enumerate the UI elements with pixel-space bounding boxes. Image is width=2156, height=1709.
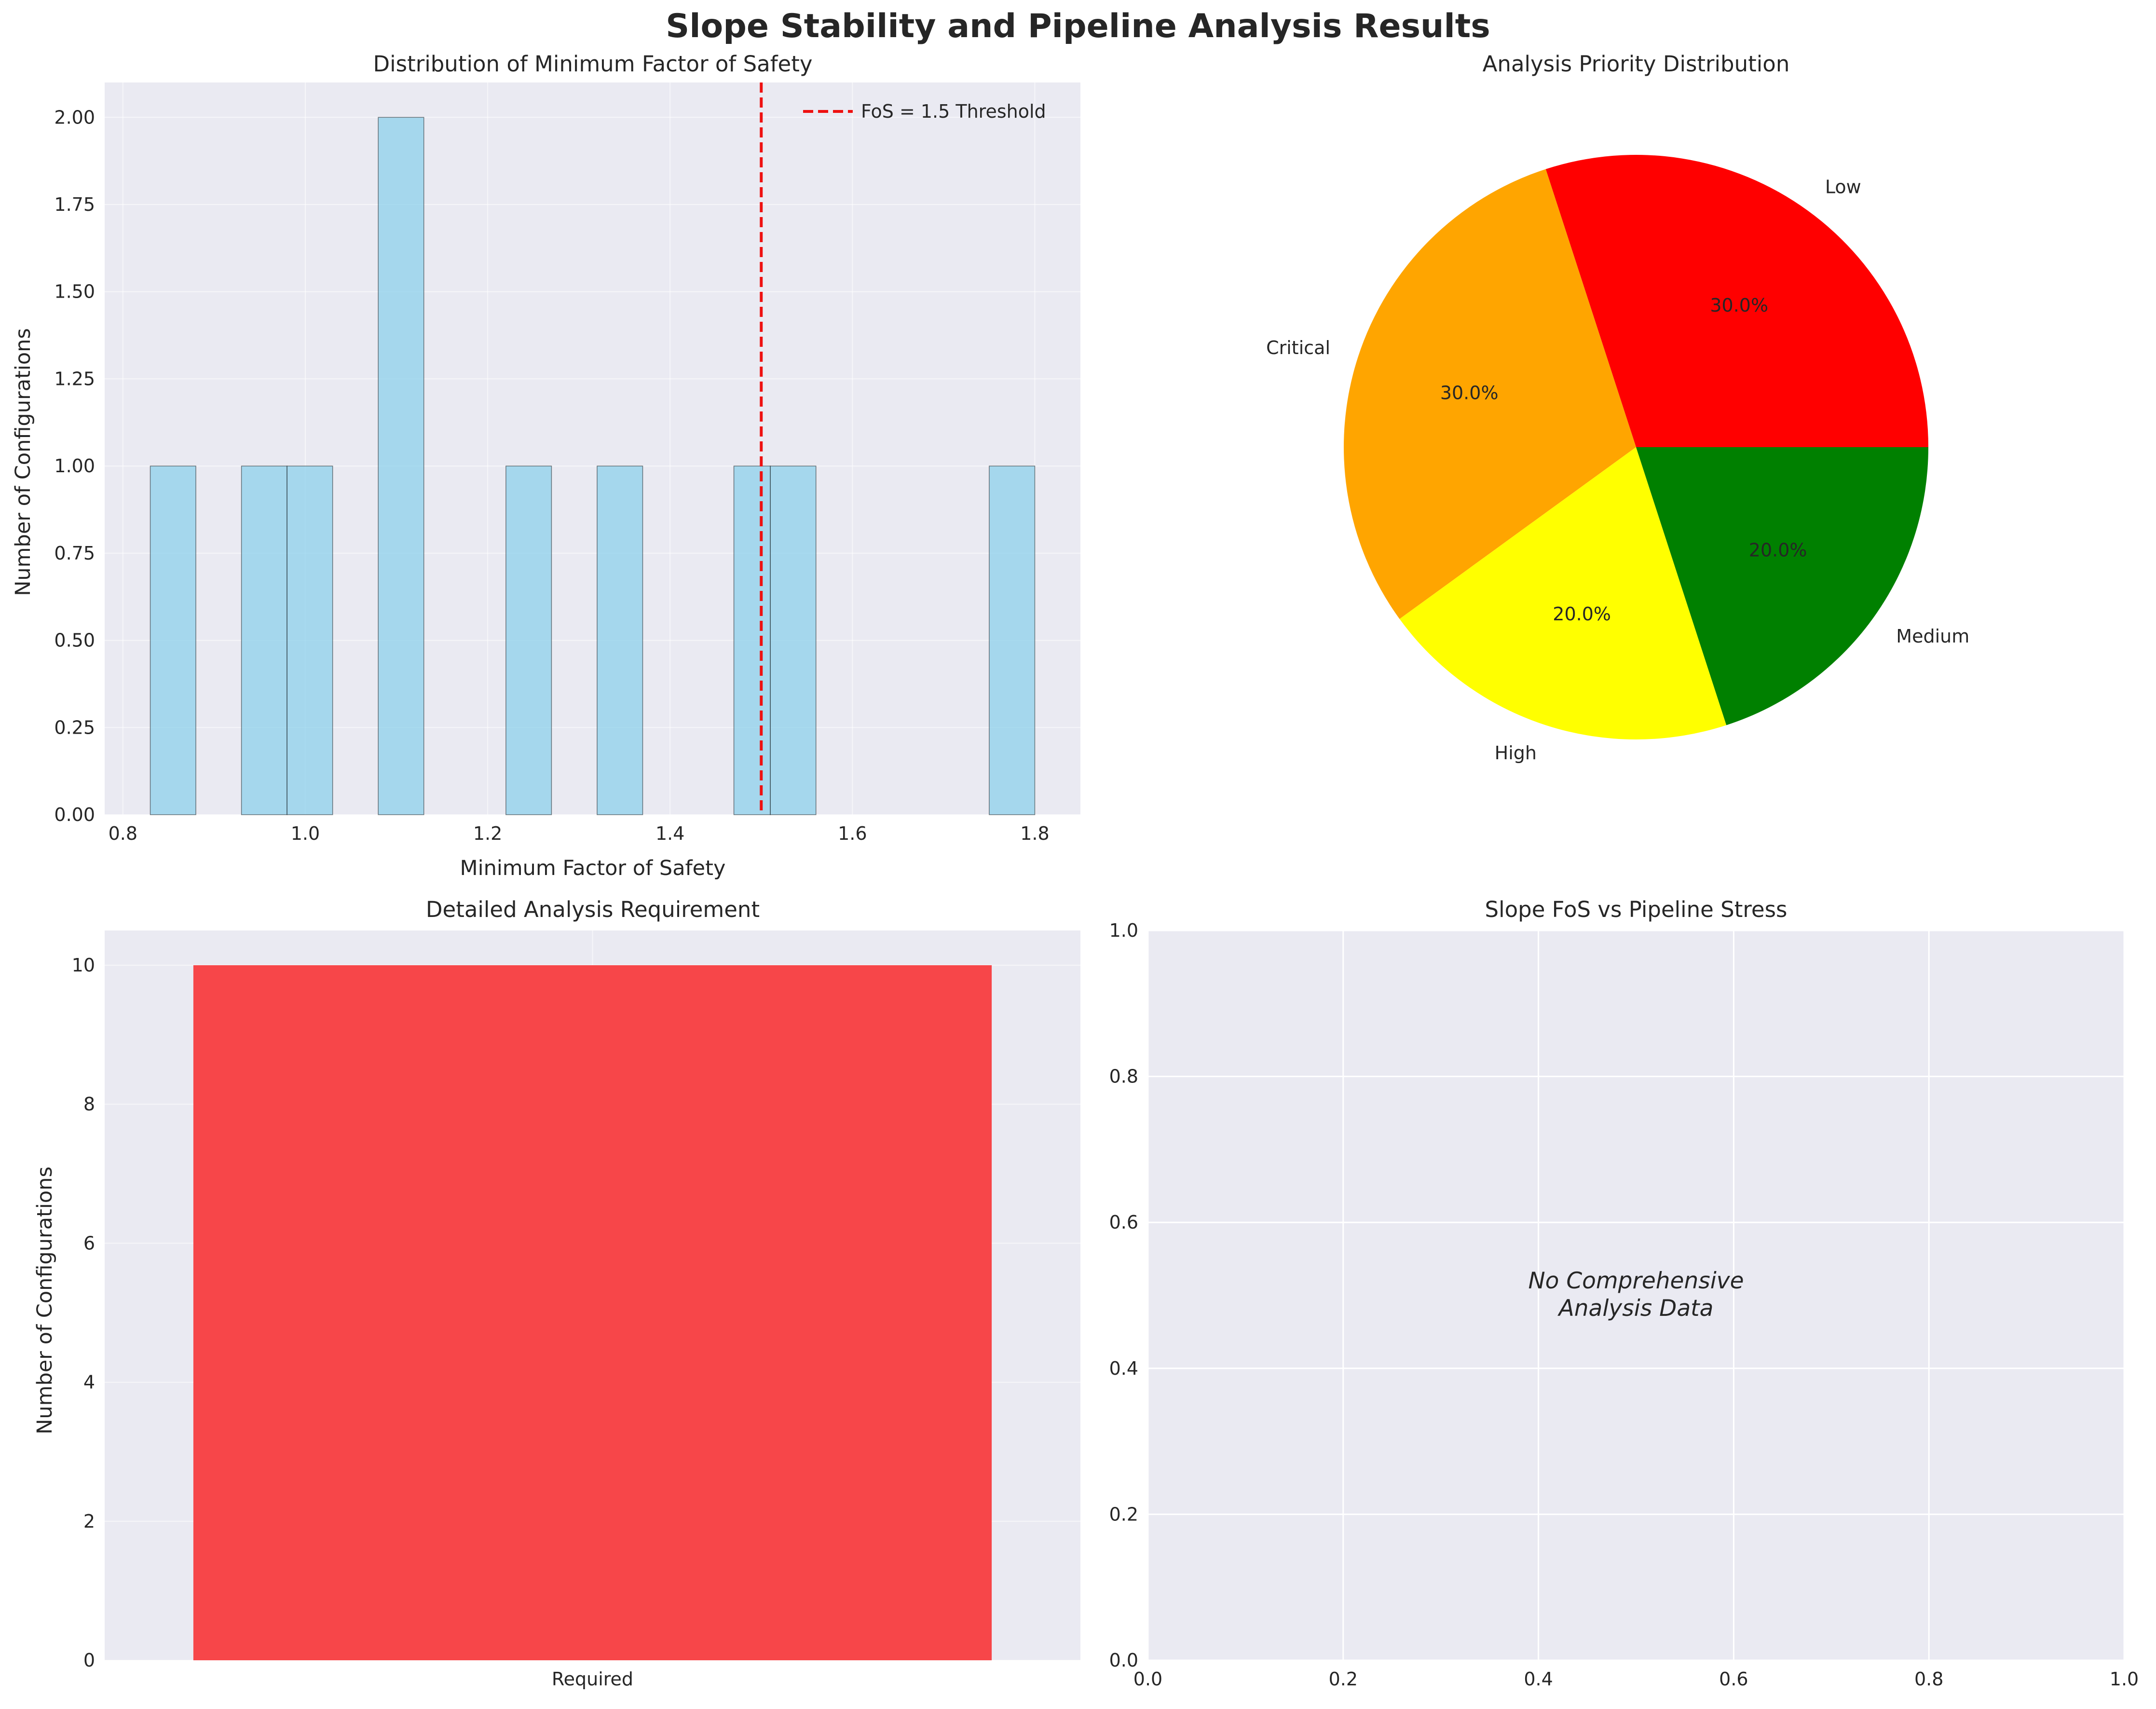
y-tick-label: 1.00 — [54, 455, 95, 477]
pie-percent-medium: 20.0% — [1749, 540, 1807, 561]
pie-percent-low: 30.0% — [1710, 295, 1768, 316]
y-tick-label: 10 — [72, 955, 95, 976]
histogram-y-label: Number of Configurations — [11, 328, 35, 596]
pie-panel: Analysis Priority Distribution Low 30.0% C… — [1266, 51, 1969, 764]
pie-percent-critical: 30.0% — [1440, 383, 1499, 404]
no-data-note-line-2: Analysis Data — [1557, 1295, 1714, 1322]
histogram-bar — [770, 465, 817, 815]
pie-labels: Low 30.0% Critical 30.0% High 20.0% Medium 20.0… — [1266, 177, 1969, 764]
scatter-y-ticks: 0.0 0.2 0.4 0.6 0.8 1.0 — [1109, 920, 1138, 1671]
y-tick-label: 0.50 — [54, 630, 95, 651]
histogram-bar — [378, 117, 424, 815]
requirement-x-ticks: Required — [552, 1668, 633, 1690]
histogram-x-label: Minimum Factor of Safety — [460, 856, 726, 880]
figure-title: Slope Stability and Pipeline Analysis Re… — [666, 7, 1490, 45]
x-tick-label: 1.2 — [473, 823, 502, 844]
histogram-bar — [989, 465, 1036, 815]
histogram-bar — [505, 465, 552, 815]
x-tick-label: Required — [552, 1668, 633, 1690]
pie-percent-high: 20.0% — [1553, 603, 1611, 625]
y-tick-label: 2.00 — [54, 107, 95, 128]
y-tick-label: 2 — [83, 1511, 95, 1532]
histogram-bar — [597, 465, 643, 815]
y-tick-label: 1.0 — [1109, 920, 1138, 941]
y-tick-label: 0.25 — [54, 717, 95, 738]
y-tick-label: 1.25 — [54, 368, 95, 389]
histogram-legend: FoS = 1.5 Threshold — [803, 101, 1046, 122]
x-tick-label: 0.6 — [1719, 1668, 1748, 1690]
pie-label-medium: Medium — [1896, 626, 1969, 647]
no-data-note-line-1: No Comprehensive — [1528, 1268, 1744, 1294]
y-tick-label: 0.6 — [1109, 1212, 1138, 1233]
y-tick-label: 4 — [83, 1372, 95, 1393]
requirement-bar-panel: Required 0 2 4 6 8 10 Detailed Analysis Requi… — [33, 897, 1080, 1690]
histogram-title: Distribution of Minimum Factor of Safety — [373, 51, 812, 77]
histogram-bar — [287, 465, 333, 815]
x-tick-label: 1.8 — [1020, 823, 1049, 844]
pie-slice-critical — [1343, 169, 1636, 619]
x-tick-label: 1.0 — [291, 823, 320, 844]
x-tick-label: 0.8 — [1914, 1668, 1943, 1690]
pie-slice-low — [1545, 155, 1929, 448]
histogram-bar — [150, 465, 196, 815]
y-tick-label: 0.75 — [54, 543, 95, 564]
pie-slice-medium — [1636, 447, 1928, 725]
y-tick-label: 1.50 — [54, 281, 95, 302]
x-tick-label: 1.4 — [655, 823, 684, 844]
x-tick-label: 0.0 — [1133, 1668, 1162, 1690]
pie-slices — [1343, 155, 1929, 740]
pie-label-low: Low — [1825, 177, 1861, 198]
x-tick-label: 0.8 — [109, 823, 137, 844]
scatter-grid — [1147, 930, 2125, 1661]
y-tick-label: 0.00 — [54, 804, 95, 825]
histogram-y-ticks: 0.00 0.25 0.50 0.75 1.00 1.25 1.50 1.75 2.00 — [54, 107, 95, 825]
pie-label-high: High — [1495, 742, 1537, 764]
scatter-plot-area — [1148, 930, 2124, 1660]
histogram-panel: 0.8 1.0 1.2 1.4 1.6 1.8 0.00 0.25 0.50 0.75 1.00 1… — [11, 51, 1080, 880]
y-tick-label: 1.75 — [54, 194, 95, 215]
pie-title: Analysis Priority Distribution — [1483, 51, 1790, 77]
histogram-bars — [150, 117, 1036, 815]
y-tick-label: 6 — [83, 1232, 95, 1254]
requirement-title: Detailed Analysis Requirement — [426, 897, 760, 922]
scatter-title: Slope FoS vs Pipeline Stress — [1485, 897, 1788, 922]
legend-threshold-label: FoS = 1.5 Threshold — [861, 101, 1046, 122]
histogram-grid — [105, 82, 1080, 815]
requirement-y-label: Number of Configurations — [33, 1166, 57, 1435]
y-tick-label: 0.4 — [1109, 1358, 1138, 1379]
pie-label-critical: Critical — [1266, 337, 1330, 358]
x-tick-label: 0.2 — [1329, 1668, 1358, 1690]
histogram-bar — [241, 465, 287, 815]
y-tick-label: 0.8 — [1109, 1066, 1138, 1087]
pie-slice-high — [1399, 447, 1727, 740]
requirement-bars — [193, 965, 992, 1660]
y-tick-label: 0.2 — [1109, 1504, 1138, 1525]
histogram-x-ticks: 0.8 1.0 1.2 1.4 1.6 1.8 — [109, 823, 1050, 844]
bar-required — [193, 965, 992, 1660]
x-tick-label: 1.0 — [2110, 1668, 2139, 1690]
histogram-bar — [733, 465, 771, 815]
scatter-panel: 0.0 0.2 0.4 0.6 0.8 1.0 0.0 0.2 0.4 0.6 0.8 1.0 Sl… — [1109, 897, 2139, 1690]
scatter-x-ticks: 0.0 0.2 0.4 0.6 0.8 1.0 — [1133, 1668, 2139, 1690]
x-tick-label: 1.6 — [838, 823, 867, 844]
x-tick-label: 0.4 — [1524, 1668, 1553, 1690]
y-tick-label: 0 — [83, 1650, 95, 1671]
y-tick-label: 8 — [83, 1094, 95, 1115]
y-tick-label: 0.0 — [1109, 1650, 1138, 1671]
requirement-y-ticks: 0 2 4 6 8 10 — [72, 955, 95, 1671]
